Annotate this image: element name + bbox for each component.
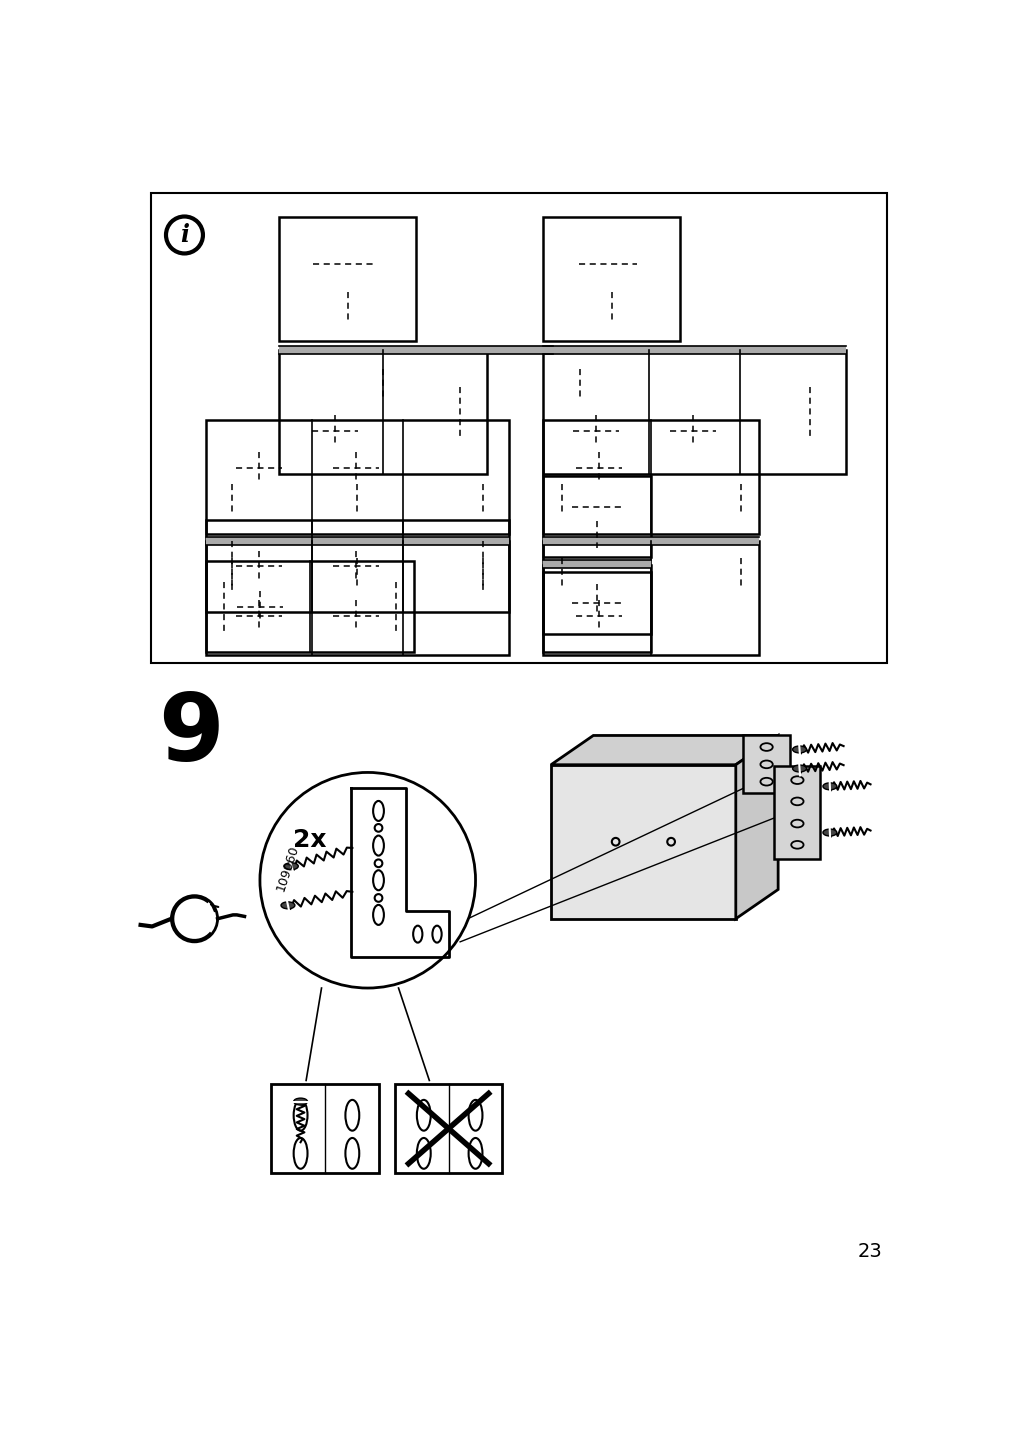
Bar [543, 347, 845, 354]
Ellipse shape [822, 829, 836, 836]
Bar [543, 216, 679, 341]
Bar [543, 564, 650, 634]
Bar [543, 351, 845, 474]
Bar [543, 475, 650, 557]
Bar [206, 420, 509, 534]
Bar [543, 420, 758, 534]
Bar [550, 765, 735, 919]
Polygon shape [743, 736, 789, 793]
Text: 9: 9 [158, 689, 223, 782]
Bar [279, 347, 552, 354]
Polygon shape [735, 736, 777, 919]
Bar [206, 520, 509, 613]
Text: 23: 23 [856, 1243, 882, 1262]
Bar [543, 541, 758, 656]
Bar [206, 541, 509, 656]
Polygon shape [773, 766, 820, 859]
Bar [151, 193, 886, 663]
Bar [271, 1084, 379, 1173]
Polygon shape [550, 736, 777, 765]
Bar [206, 561, 413, 653]
Text: 2x: 2x [293, 828, 327, 852]
Circle shape [260, 772, 475, 988]
Ellipse shape [792, 765, 806, 772]
Ellipse shape [284, 862, 298, 869]
Bar [543, 560, 650, 567]
Bar [279, 216, 416, 341]
Ellipse shape [822, 783, 836, 790]
Bar [206, 537, 509, 544]
Text: i: i [180, 223, 189, 246]
Bar [279, 351, 486, 474]
Ellipse shape [281, 902, 294, 909]
Ellipse shape [792, 746, 806, 753]
Bar [394, 1084, 502, 1173]
Text: 109060: 109060 [274, 843, 300, 894]
Bar [543, 573, 650, 653]
Ellipse shape [293, 1098, 307, 1106]
Bar [543, 537, 758, 544]
